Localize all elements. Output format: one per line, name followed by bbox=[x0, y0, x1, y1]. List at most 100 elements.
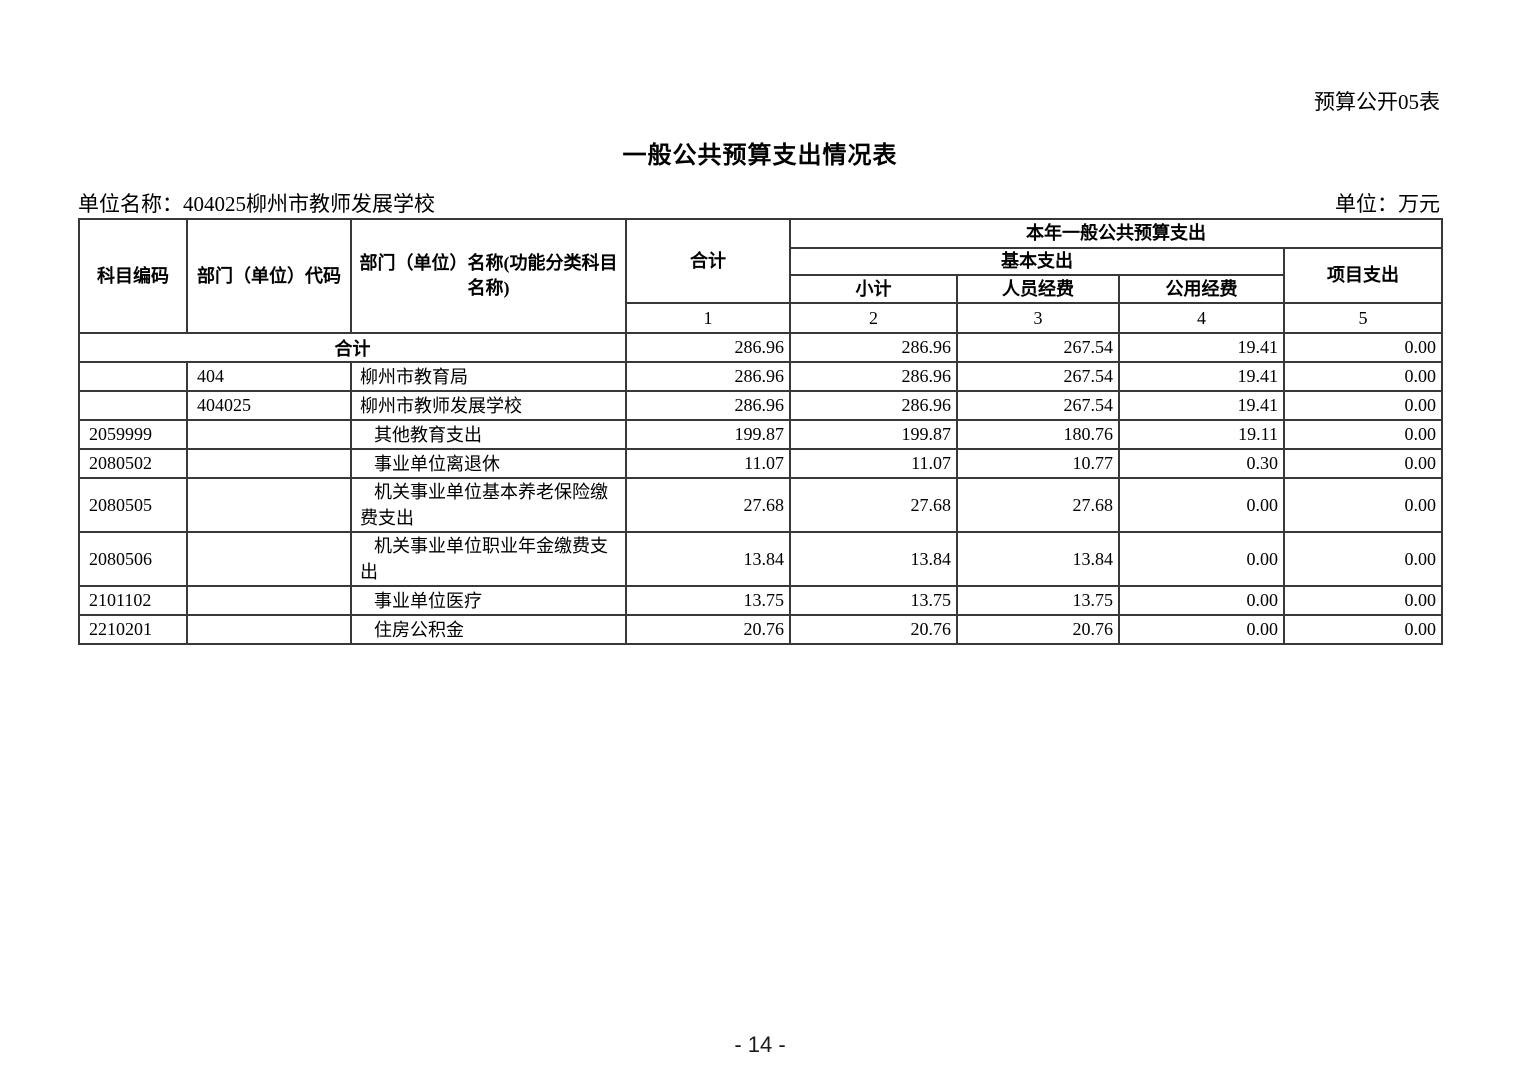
table-row: 2080505 机关事业单位基本养老保险缴费支出 27.68 27.68 27.68 0.… bbox=[78, 477, 1443, 533]
col-header-total: 合计 bbox=[625, 218, 791, 304]
subject-code-cell: 2080502 bbox=[78, 448, 188, 479]
value-cell-col3: 180.76 bbox=[956, 419, 1120, 450]
value-cell-col2: 20.76 bbox=[789, 614, 958, 645]
value-cell-col2: 11.07 bbox=[789, 448, 958, 479]
value-cell-col5: 0.00 bbox=[1283, 390, 1443, 421]
name-cell: 柳州市教育局 bbox=[350, 361, 627, 392]
value-cell-col3: 27.68 bbox=[956, 477, 1120, 533]
table-row: 2080506 机关事业单位职业年金缴费支出 13.84 13.84 13.84 0.00… bbox=[78, 531, 1443, 587]
col-header-personnel-funds: 人员经费 bbox=[956, 274, 1120, 304]
table-row: 2101102 事业单位医疗 13.75 13.75 13.75 0.00 0.00 bbox=[78, 585, 1443, 616]
dept-code-cell bbox=[186, 477, 352, 533]
name-cell: 机关事业单位职业年金缴费支出 bbox=[350, 531, 627, 587]
summary-value-col4: 19.41 bbox=[1118, 332, 1285, 363]
name-cell: 事业单位离退休 bbox=[350, 448, 627, 479]
name-cell: 住房公积金 bbox=[350, 614, 627, 645]
subject-code-cell: 2080505 bbox=[78, 477, 188, 533]
meta-row: 单位名称：404025柳州市教师发展学校 单位：万元 bbox=[78, 188, 1440, 218]
value-cell-col4: 0.30 bbox=[1118, 448, 1285, 479]
value-cell-col2: 286.96 bbox=[789, 390, 958, 421]
value-cell-col5: 0.00 bbox=[1283, 361, 1443, 392]
value-cell-col1: 11.07 bbox=[625, 448, 791, 479]
col-header-dept-code: 部门（单位）代码 bbox=[186, 218, 352, 334]
value-cell-col1: 199.87 bbox=[625, 419, 791, 450]
table-row: 404 柳州市教育局 286.96 286.96 267.54 19.41 0.00 bbox=[78, 361, 1443, 392]
value-cell-col2: 13.84 bbox=[789, 531, 958, 587]
col-header-dept-name: 部门（单位）名称(功能分类科目名称) bbox=[350, 218, 627, 334]
summary-value-col1: 286.96 bbox=[625, 332, 791, 363]
summary-row: 合计 286.96 286.96 267.54 19.41 0.00 bbox=[78, 332, 1443, 363]
col-header-basic-expenditure: 基本支出 bbox=[789, 247, 1285, 276]
col-header-subject-code: 科目编码 bbox=[78, 218, 188, 334]
value-cell-col5: 0.00 bbox=[1283, 448, 1443, 479]
dept-code-cell: 404025 bbox=[186, 390, 352, 421]
name-cell: 其他教育支出 bbox=[350, 419, 627, 450]
subject-code-cell bbox=[78, 361, 188, 392]
summary-label: 合计 bbox=[78, 332, 627, 363]
summary-value-col3: 267.54 bbox=[956, 332, 1120, 363]
col-header-project-expenditure: 项目支出 bbox=[1283, 247, 1443, 304]
table-row: 2059999 其他教育支出 199.87 199.87 180.76 19.11 0.00 bbox=[78, 419, 1443, 450]
value-cell-col2: 286.96 bbox=[789, 361, 958, 392]
subject-code-cell bbox=[78, 390, 188, 421]
value-cell-col4: 0.00 bbox=[1118, 531, 1285, 587]
value-cell-col3: 20.76 bbox=[956, 614, 1120, 645]
table-row: 2210201 住房公积金 20.76 20.76 20.76 0.00 0.00 bbox=[78, 614, 1443, 645]
subject-code-cell: 2059999 bbox=[78, 419, 188, 450]
page-number: - 14 - bbox=[734, 1032, 786, 1057]
col-number-3: 3 bbox=[956, 302, 1120, 334]
value-cell-col5: 0.00 bbox=[1283, 477, 1443, 533]
value-cell-col1: 286.96 bbox=[625, 361, 791, 392]
value-cell-col3: 267.54 bbox=[956, 361, 1120, 392]
doc-table-label: 预算公开05表 bbox=[1314, 90, 1440, 114]
col-number-1: 1 bbox=[625, 302, 791, 334]
value-cell-col2: 199.87 bbox=[789, 419, 958, 450]
dept-code-cell bbox=[186, 531, 352, 587]
summary-value-col5: 0.00 bbox=[1283, 332, 1443, 363]
name-cell: 事业单位医疗 bbox=[350, 585, 627, 616]
value-cell-col1: 286.96 bbox=[625, 390, 791, 421]
value-cell-col1: 13.84 bbox=[625, 531, 791, 587]
col-header-public-funds: 公用经费 bbox=[1118, 274, 1285, 304]
page-title: 一般公共预算支出情况表 bbox=[622, 143, 898, 169]
value-cell-col1: 13.75 bbox=[625, 585, 791, 616]
budget-table: 科目编码 部门（单位）代码 部门（单位）名称(功能分类科目名称) 合计 本年一般… bbox=[78, 218, 1443, 645]
summary-value-col2: 286.96 bbox=[789, 332, 958, 363]
dept-code-cell bbox=[186, 448, 352, 479]
subject-code-cell: 2210201 bbox=[78, 614, 188, 645]
value-cell-col5: 0.00 bbox=[1283, 419, 1443, 450]
dept-code-cell: 404 bbox=[186, 361, 352, 392]
value-cell-col2: 27.68 bbox=[789, 477, 958, 533]
col-number-5: 5 bbox=[1283, 302, 1443, 334]
value-cell-col5: 0.00 bbox=[1283, 585, 1443, 616]
value-cell-col3: 13.84 bbox=[956, 531, 1120, 587]
dept-code-cell bbox=[186, 419, 352, 450]
value-cell-col1: 27.68 bbox=[625, 477, 791, 533]
col-header-subtotal: 小计 bbox=[789, 274, 958, 304]
col-header-current-year-expenditure: 本年一般公共预算支出 bbox=[789, 218, 1443, 249]
value-cell-col4: 0.00 bbox=[1118, 585, 1285, 616]
value-cell-col2: 13.75 bbox=[789, 585, 958, 616]
value-cell-col4: 0.00 bbox=[1118, 477, 1285, 533]
value-cell-col5: 0.00 bbox=[1283, 531, 1443, 587]
value-cell-col3: 13.75 bbox=[956, 585, 1120, 616]
value-cell-col4: 19.41 bbox=[1118, 390, 1285, 421]
unit-name-label: 单位名称：404025柳州市教师发展学校 bbox=[78, 192, 435, 216]
subject-code-cell: 2080506 bbox=[78, 531, 188, 587]
value-cell-col4: 0.00 bbox=[1118, 614, 1285, 645]
value-cell-col4: 19.41 bbox=[1118, 361, 1285, 392]
value-cell-col3: 267.54 bbox=[956, 390, 1120, 421]
name-cell: 柳州市教师发展学校 bbox=[350, 390, 627, 421]
name-cell: 机关事业单位基本养老保险缴费支出 bbox=[350, 477, 627, 533]
unit-of-measure-label: 单位：万元 bbox=[1335, 192, 1440, 216]
value-cell-col4: 19.11 bbox=[1118, 419, 1285, 450]
value-cell-col3: 10.77 bbox=[956, 448, 1120, 479]
subject-code-cell: 2101102 bbox=[78, 585, 188, 616]
dept-code-cell bbox=[186, 614, 352, 645]
dept-code-cell bbox=[186, 585, 352, 616]
value-cell-col5: 0.00 bbox=[1283, 614, 1443, 645]
table-row: 404025 柳州市教师发展学校 286.96 286.96 267.54 19.41 0.… bbox=[78, 390, 1443, 421]
col-number-2: 2 bbox=[789, 302, 958, 334]
value-cell-col1: 20.76 bbox=[625, 614, 791, 645]
